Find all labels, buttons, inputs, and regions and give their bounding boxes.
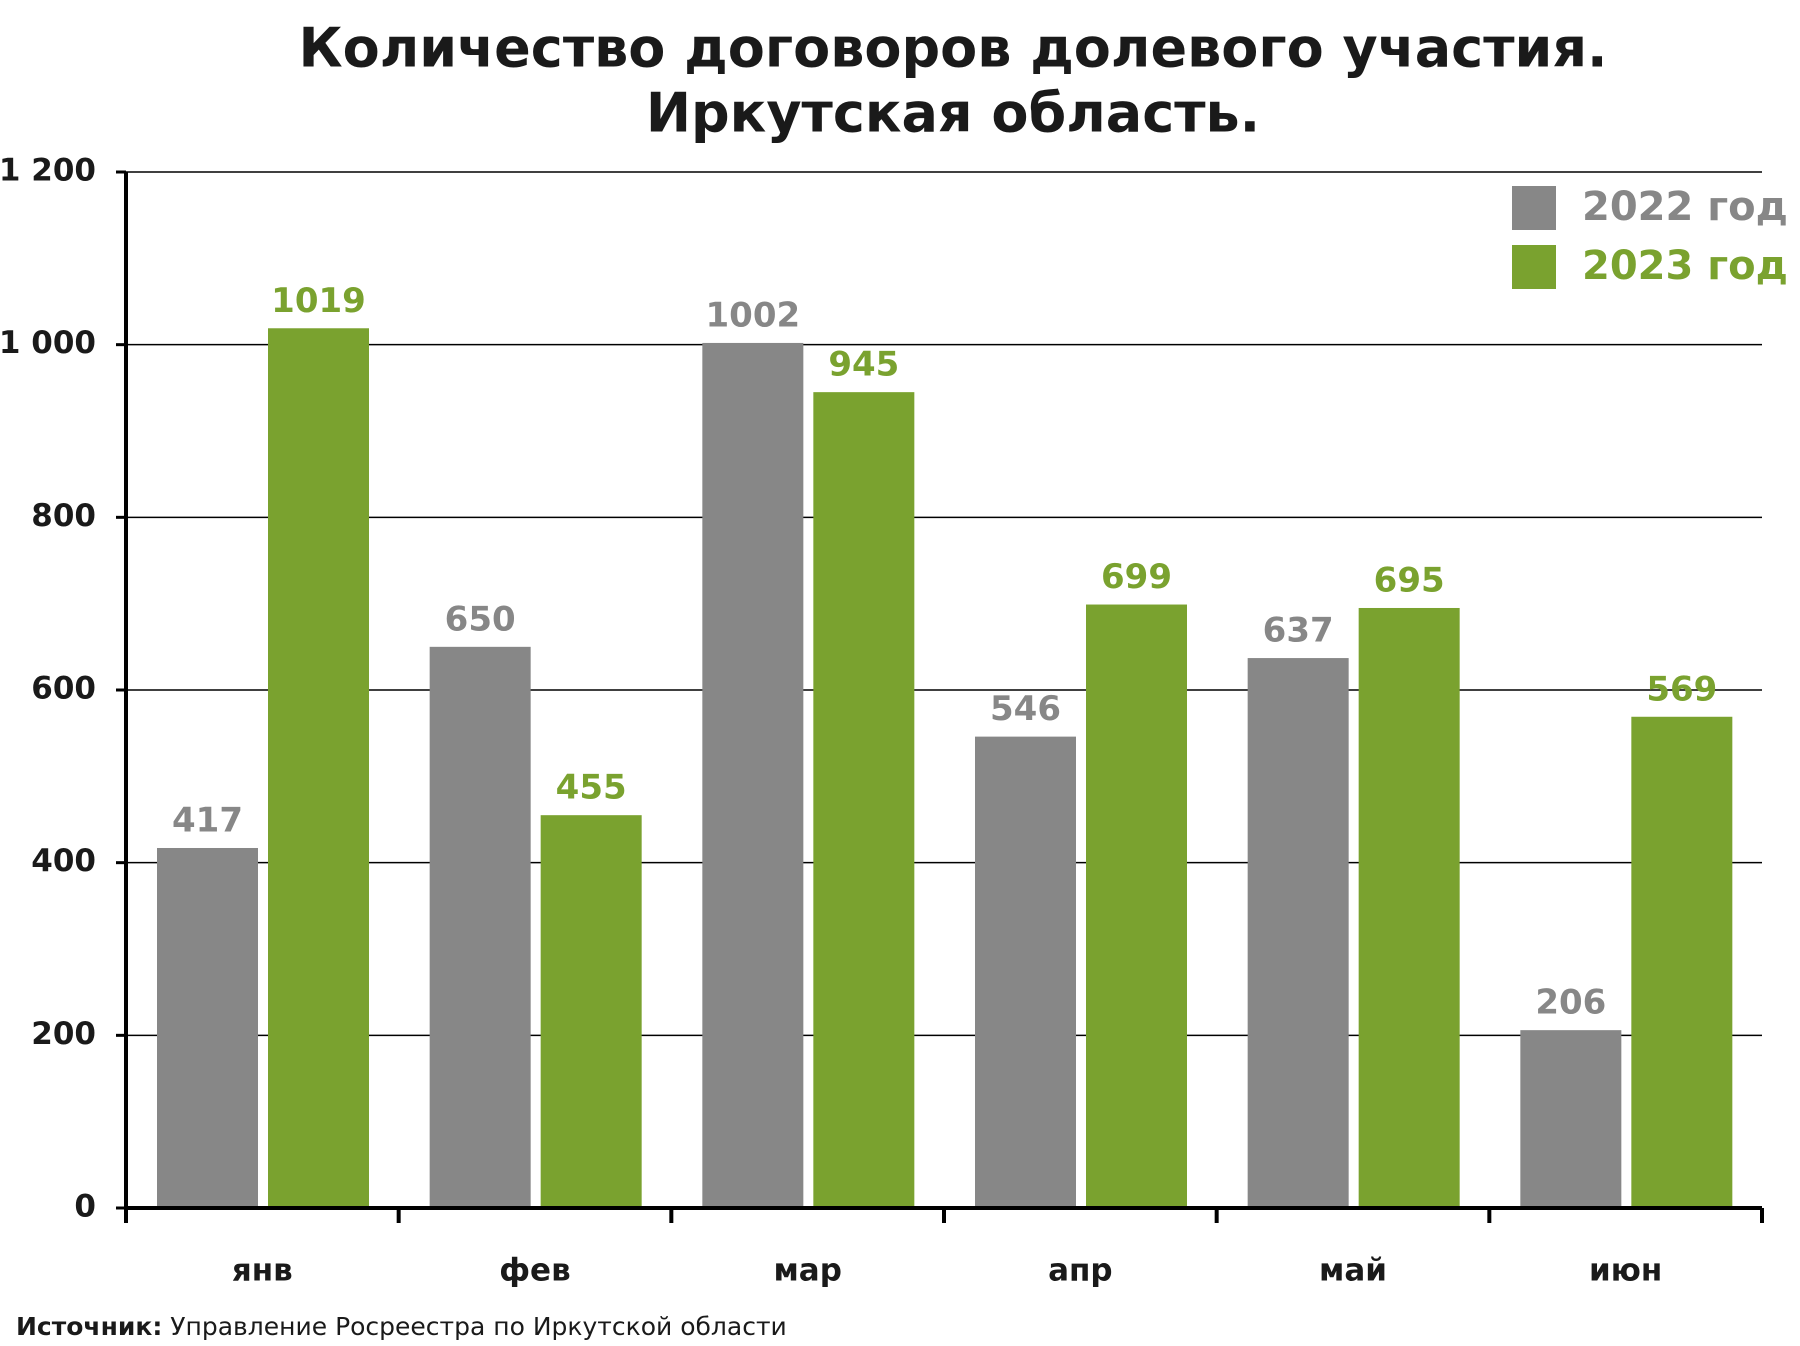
legend-swatch — [1512, 245, 1556, 289]
legend-label: 2023 год — [1582, 243, 1788, 289]
y-tick-label: 800 — [31, 498, 96, 534]
value-label: 1002 — [706, 295, 801, 335]
value-label: 455 — [556, 768, 627, 808]
value-label: 637 — [1263, 611, 1334, 651]
x-tick-label: апр — [1048, 1253, 1113, 1289]
legend-swatch — [1512, 186, 1556, 230]
y-tick-label: 200 — [31, 1016, 96, 1052]
bar — [1086, 604, 1187, 1208]
bar — [1631, 716, 1733, 1208]
bar — [429, 646, 531, 1208]
source: Источник: Управление Росреестра по Иркут… — [16, 1312, 787, 1341]
x-tick-label: июн — [1589, 1253, 1662, 1289]
bar — [813, 392, 915, 1208]
bar — [975, 736, 1076, 1208]
value-label: 945 — [828, 345, 899, 385]
x-tick-label: мар — [773, 1253, 841, 1289]
source-text: Управление Росреестра по Иркутской облас… — [170, 1312, 787, 1341]
bar — [1247, 658, 1349, 1208]
value-label: 1019 — [271, 281, 366, 321]
x-tick-label: май — [1319, 1253, 1387, 1289]
bar — [540, 815, 642, 1208]
chart-title: Количество договоров долевого участия. — [298, 17, 1607, 80]
chart-title: Иркутская область. — [646, 82, 1260, 145]
bar — [702, 342, 804, 1208]
bar — [1358, 607, 1460, 1208]
value-label: 699 — [1101, 557, 1172, 597]
bar — [157, 847, 258, 1208]
x-tick-label: фев — [499, 1253, 570, 1289]
bar — [268, 328, 369, 1209]
value-label: 650 — [445, 599, 516, 639]
value-label: 569 — [1646, 669, 1717, 709]
x-tick-label: янв — [232, 1253, 293, 1289]
value-label: 417 — [172, 800, 243, 840]
y-tick-label: 400 — [31, 843, 96, 879]
y-tick-label: 600 — [31, 671, 96, 707]
y-tick-label: 1 200 — [0, 153, 96, 189]
y-tick-label: 1 000 — [0, 325, 96, 361]
bar — [1520, 1030, 1622, 1208]
value-label: 546 — [990, 689, 1061, 729]
value-label: 695 — [1374, 560, 1445, 600]
y-tick-label: 0 — [74, 1189, 96, 1225]
legend-label: 2022 год — [1582, 184, 1788, 230]
value-label: 206 — [1535, 983, 1606, 1023]
source-label: Источник: — [16, 1312, 162, 1341]
